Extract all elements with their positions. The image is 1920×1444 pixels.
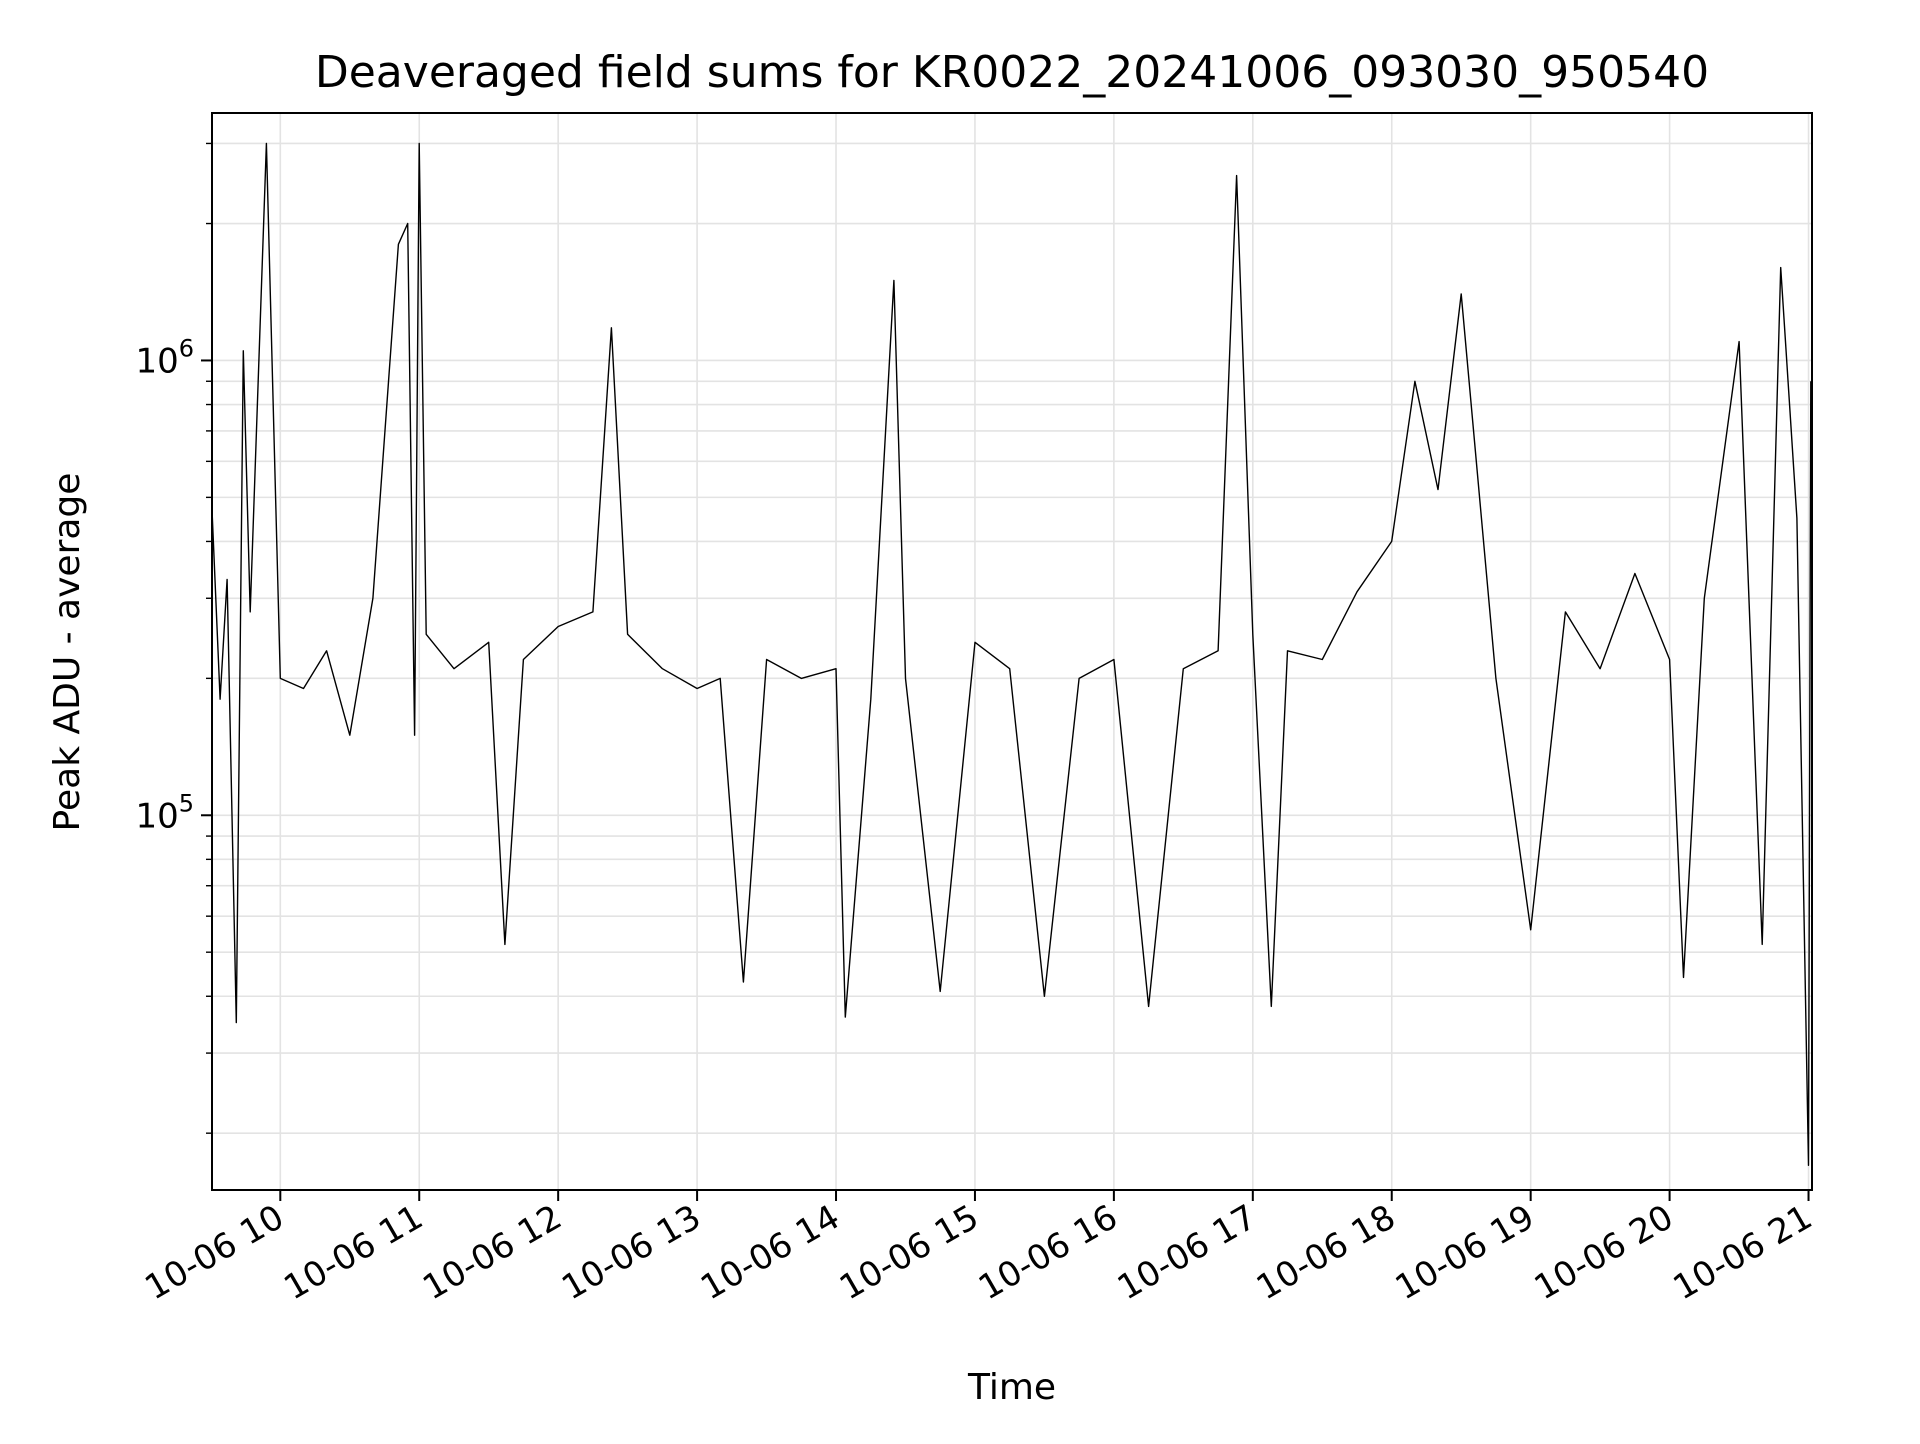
x-tick-label: 10-06 17 — [1111, 1197, 1263, 1308]
series-layer — [211, 142, 1812, 1167]
x-tick-label: 10-06 11 — [277, 1197, 429, 1308]
y-axis-label: Peak ADU - average — [47, 473, 88, 832]
x-axis-label: Time — [967, 1367, 1056, 1408]
x-tick-label: 10-06 15 — [833, 1197, 985, 1308]
x-tick-label: 10-06 18 — [1250, 1197, 1402, 1308]
y-axis: 105 106 — [135, 142, 212, 1134]
grid — [212, 113, 1812, 1190]
plot-frame — [211, 112, 1813, 1191]
x-tick-label: 10-06 19 — [1389, 1197, 1541, 1308]
x-tick-label: 10-06 16 — [972, 1197, 1124, 1308]
x-tick-label: 10-06 20 — [1528, 1197, 1680, 1308]
series-line — [211, 142, 1812, 1167]
y-tick-label: 105 — [135, 789, 194, 836]
y-tick-label: 106 — [135, 334, 194, 381]
x-tick-label: 10-06 13 — [555, 1197, 707, 1308]
x-tick-label: 10-06 10 — [138, 1197, 290, 1308]
x-tick-label: 10-06 12 — [416, 1197, 568, 1308]
chart-title: Deaveraged field sums for KR0022_2024100… — [315, 47, 1709, 98]
x-tick-label: 10-06 21 — [1667, 1197, 1819, 1308]
x-tick-label: 10-06 14 — [694, 1197, 846, 1308]
